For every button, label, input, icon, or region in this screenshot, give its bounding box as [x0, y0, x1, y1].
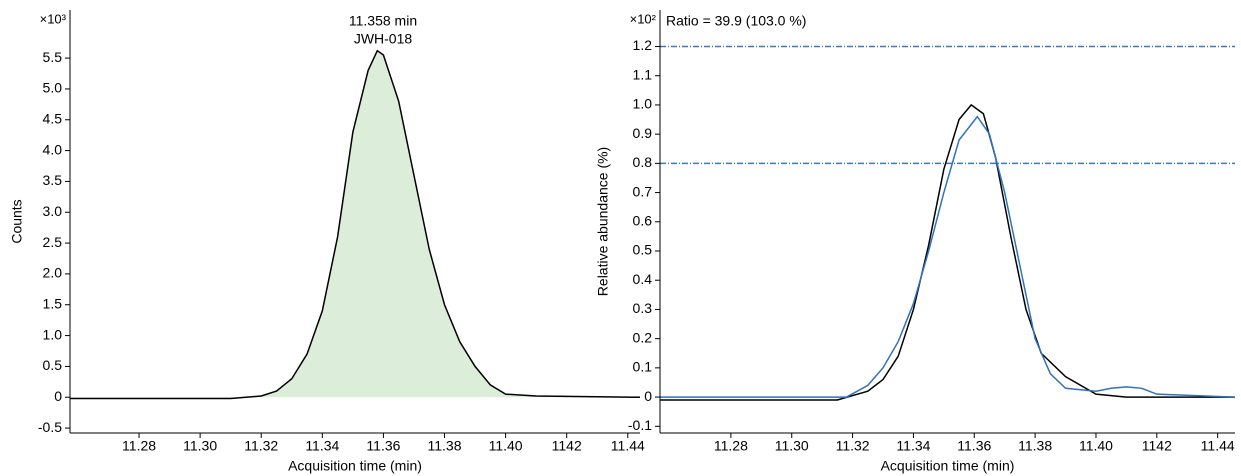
x-tick-label: 11.36 — [366, 438, 400, 454]
y-tick-label: 0.7 — [633, 183, 653, 199]
x-tick-label: 11.40 — [1079, 438, 1113, 454]
y-tick-label: 4.0 — [43, 141, 63, 157]
y-tick-label: 5.5 — [43, 49, 63, 65]
area-fill — [70, 50, 640, 399]
line — [70, 49, 641, 400]
x-tick-label: 11.32 — [244, 438, 278, 454]
y-axis-label: Counts — [9, 199, 25, 243]
line — [660, 115, 1236, 398]
x-tick-label: 11.28 — [714, 438, 748, 454]
y-tick-label: 4.5 — [43, 110, 63, 126]
y-tick-label: -0.5 — [38, 419, 62, 435]
x-axis-label: Acquisition time (min) — [881, 458, 1015, 474]
y-tick-label: 1.0 — [43, 326, 63, 342]
x-tick-label: 11.38 — [428, 438, 462, 454]
annotation: Ratio = 39.9 (103.0 %) — [666, 13, 806, 29]
x-tick-label: 1142 — [552, 438, 582, 454]
y-tick-label: 0.5 — [43, 357, 63, 373]
y-axis-label: Relative abundance (%) — [595, 147, 611, 296]
x-tick-label: 11.30 — [183, 438, 217, 454]
x-tick-label: 11.34 — [896, 438, 930, 454]
annotation: JWH-018 — [354, 31, 413, 47]
y-tick-label: 0.3 — [633, 300, 653, 316]
x-tick-label: 11.38 — [1018, 438, 1052, 454]
x-tick-label: 11.28 — [122, 438, 156, 454]
x-tick-label: 11.44 — [611, 438, 645, 454]
line — [660, 103, 1235, 401]
y-tick-label: 1.1 — [633, 66, 653, 82]
x-axis-label: Acquisition time (min) — [288, 458, 422, 474]
y-tick-label: 1.0 — [633, 96, 653, 112]
x-tick-label: 11.34 — [305, 438, 339, 454]
y-tick-label: 0.8 — [633, 154, 653, 170]
multiplier: ×10³ — [40, 11, 67, 26]
y-tick-label: 0.2 — [633, 329, 653, 345]
y-tick-label: 5.0 — [43, 80, 63, 96]
x-tick-label: 11.40 — [489, 438, 523, 454]
y-tick-label: 0 — [644, 388, 652, 404]
x-tick-label: 11.30 — [775, 438, 809, 454]
y-tick-label: 2.5 — [43, 234, 63, 250]
annotation: 11.358 min — [349, 13, 417, 29]
y-tick-label: 0 — [54, 388, 62, 404]
y-tick-label: 1.5 — [43, 295, 63, 311]
x-tick-label: 11.36 — [957, 438, 991, 454]
y-tick-label: -0.1 — [628, 417, 652, 433]
multiplier: ×10² — [630, 11, 657, 26]
x-tick-label: 1142 — [1142, 438, 1172, 454]
y-tick-label: 0.4 — [633, 271, 653, 287]
x-tick-label: 11.44 — [1201, 438, 1235, 454]
y-tick-label: 2.0 — [43, 265, 63, 281]
x-tick-label: 11.32 — [836, 438, 870, 454]
y-tick-label: 1.2 — [633, 37, 653, 53]
y-tick-label: 3.5 — [43, 172, 63, 188]
y-tick-label: 3.0 — [43, 203, 63, 219]
y-tick-label: 0.6 — [633, 212, 653, 228]
y-tick-label: 0.5 — [633, 242, 653, 258]
y-tick-label: 0.1 — [633, 359, 653, 375]
y-tick-label: 0.9 — [633, 125, 653, 141]
